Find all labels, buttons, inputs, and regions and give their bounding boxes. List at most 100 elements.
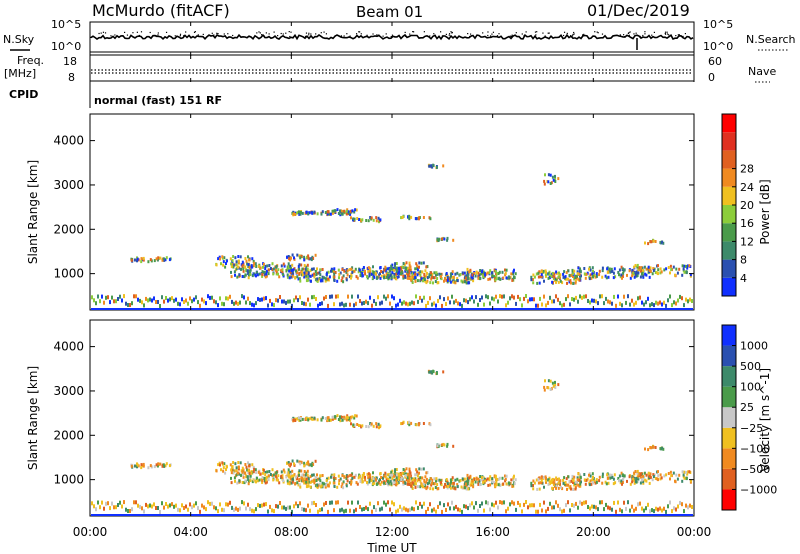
power-cell (426, 276, 429, 280)
velocity-cell (306, 473, 309, 477)
power-cell (303, 264, 306, 267)
power-cell (155, 257, 158, 261)
power-cell (361, 268, 364, 271)
velocity-cell (139, 504, 141, 509)
velocity-cell (225, 468, 227, 471)
power-cell (541, 302, 543, 307)
power-cell (350, 274, 353, 278)
power-cell (432, 276, 435, 280)
velocity-cell (493, 481, 496, 485)
power-cell (432, 281, 434, 285)
velocity-panel-frame (89, 319, 695, 517)
velocity-cell (555, 484, 558, 488)
power-cell (444, 277, 447, 280)
power-cell (431, 275, 434, 279)
velocity-cell (388, 475, 391, 479)
velocity-cell (609, 476, 612, 480)
power-cell (341, 212, 344, 216)
power-cell (199, 303, 201, 308)
power-cell (129, 303, 131, 307)
power-cell (554, 180, 557, 183)
power-cell (140, 260, 143, 264)
power-cell (263, 273, 266, 277)
power-cell (347, 294, 349, 299)
power-cell (253, 261, 256, 265)
velocity-cell (422, 422, 425, 425)
nsearch-dot (664, 31, 667, 33)
velocity-cell (411, 487, 414, 490)
power-cell (589, 268, 592, 272)
power-cell (416, 279, 419, 283)
velocity-cell (543, 388, 546, 392)
velocity-cell (572, 488, 575, 491)
nsearch-dot (566, 32, 568, 34)
velocity-cell (386, 473, 389, 477)
nsearch-dot (289, 35, 291, 38)
velocity-cell (185, 504, 187, 509)
nsearch-dot (675, 35, 677, 37)
power-cell (379, 218, 382, 222)
power-cell (387, 294, 389, 299)
velocity-cell (391, 477, 394, 481)
power-cell (316, 267, 318, 271)
power-cell (119, 294, 121, 299)
power-cell (407, 266, 410, 270)
velocity-cell (247, 479, 250, 483)
power-cell (691, 299, 693, 303)
velocity-cell (519, 503, 521, 508)
velocity-cell (285, 475, 288, 479)
velocity-cell (289, 477, 292, 480)
velocity-cell (410, 484, 413, 488)
nsearch-dot (325, 33, 328, 35)
velocity-cell (353, 475, 356, 479)
velocity-cell (512, 478, 514, 482)
power-cell (561, 281, 564, 285)
velocity-cell (454, 487, 457, 491)
velocity-cell (343, 475, 346, 479)
nsearch-dot (490, 35, 492, 37)
power-cell (613, 267, 616, 271)
velocity-cell (291, 480, 294, 484)
colorbar-tick-label: 25 (740, 401, 754, 414)
power-cell (363, 301, 365, 305)
velocity-cell (559, 507, 561, 512)
power-cell (481, 270, 483, 274)
velocity-cell (493, 503, 495, 508)
velocity-cell (397, 477, 400, 481)
velocity-cell (551, 505, 553, 510)
velocity-cell (606, 473, 609, 477)
power-cell (451, 275, 454, 279)
velocity-cell (559, 479, 562, 483)
velocity-cell (136, 465, 138, 469)
velocity-cell (408, 480, 411, 484)
power-cell (375, 216, 378, 220)
velocity-cell (234, 479, 236, 483)
nsearch-dot (496, 35, 499, 37)
power-cell (563, 270, 566, 274)
nsearch-dot (372, 33, 374, 35)
nsky-tick-bottom: 10^0 (51, 40, 81, 53)
power-cell (552, 178, 555, 182)
power-cell (489, 269, 492, 273)
power-colorbar-label: Power [dB] (758, 179, 772, 244)
power-cell (551, 280, 554, 284)
power-cell (243, 275, 246, 279)
velocity-cell (572, 478, 575, 482)
velocity-cell (288, 463, 291, 467)
power-cell (367, 301, 369, 306)
velocity-cell (617, 477, 620, 480)
power-cell (532, 278, 534, 281)
velocity-cell (314, 459, 317, 463)
velocity-cell (593, 504, 595, 509)
power-cell (403, 263, 406, 267)
power-cell (538, 281, 541, 285)
power-cell (169, 297, 171, 302)
power-cell (435, 166, 438, 169)
velocity-cell (299, 462, 302, 466)
nsearch-dot (653, 31, 656, 33)
power-cell (478, 273, 481, 277)
velocity-cell (301, 479, 304, 483)
velocity-cell (315, 503, 317, 507)
velocity-cell (689, 503, 691, 508)
power-cell (113, 299, 115, 304)
